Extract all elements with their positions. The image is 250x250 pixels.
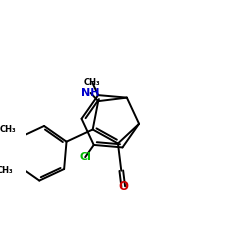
Text: CH₃: CH₃ [0, 125, 16, 134]
Text: O: O [118, 180, 128, 193]
Text: CH₃: CH₃ [84, 78, 101, 88]
Text: NH: NH [81, 88, 100, 98]
Text: Cl: Cl [79, 152, 91, 162]
Text: CH₃: CH₃ [0, 166, 13, 175]
